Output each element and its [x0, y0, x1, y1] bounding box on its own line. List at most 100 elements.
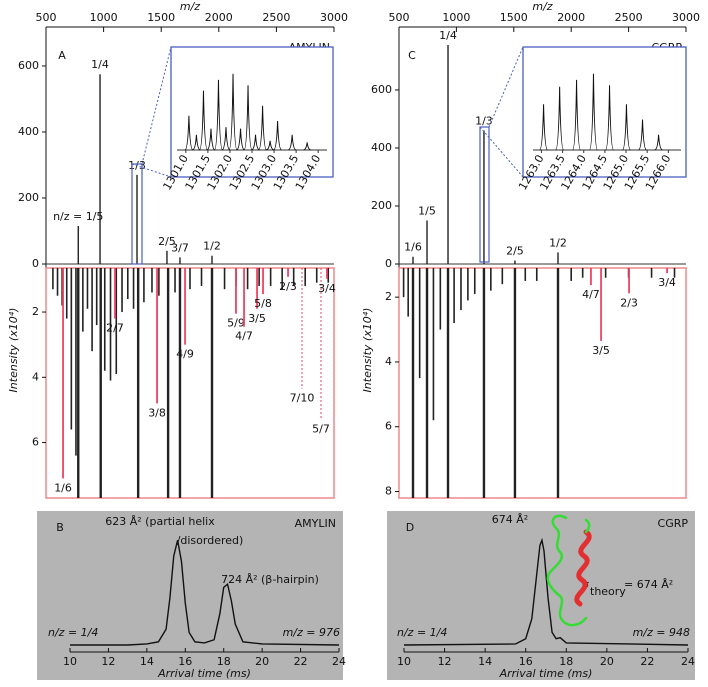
red-label: 3/4	[318, 282, 336, 295]
y-tick-label: 200	[18, 191, 39, 204]
mass-label: m/z = 976	[283, 626, 340, 639]
y-axis-title: Intensity (x10⁴)	[361, 308, 374, 393]
isotope-peak	[258, 105, 268, 151]
peak-label: 2/5	[506, 245, 524, 258]
lower-frame	[398, 267, 687, 499]
ccs-annotation: /disordered)	[177, 534, 244, 547]
arrival-time-trace	[403, 537, 689, 646]
mass-label: m/z = 948	[633, 626, 690, 639]
isotope-peak	[287, 134, 297, 151]
red-label: 5/7	[312, 423, 330, 436]
sigma-subscript: theory	[590, 585, 626, 598]
x-axis-title: Arrival time (ms)	[157, 667, 251, 680]
x-tick-label: 1500	[500, 11, 528, 24]
lower-y-tick-label: 2	[385, 290, 392, 303]
isotope-peak	[605, 85, 615, 151]
x-tick-label: 2000	[205, 11, 233, 24]
peak-label: n/z = 1/5	[53, 210, 103, 223]
red-label: 4/7	[235, 330, 253, 343]
x-tick-label: 2500	[262, 11, 290, 24]
x-tick-label: 1000	[90, 11, 118, 24]
inset-frame	[170, 46, 334, 178]
ccs-annotation: 724 Å² (β-hairpin)	[221, 573, 319, 586]
red-label: 4/9	[176, 348, 194, 361]
panel-letter: A	[58, 49, 66, 62]
y-tick-label: 400	[371, 141, 392, 154]
red-label: 1/6	[54, 481, 72, 494]
red-label: 5/9	[227, 317, 245, 330]
protein-ribbon	[546, 514, 592, 627]
zoom-connector	[141, 46, 172, 165]
peak-label: 1/3	[475, 115, 493, 128]
isotope-peak	[621, 104, 631, 151]
peak-label: 1/4	[91, 58, 109, 71]
peak-label: 1/6	[404, 241, 422, 254]
x-tick-label: 500	[36, 11, 57, 24]
lower-y-tick-label: 4	[385, 355, 392, 368]
lower-y-tick-label: 6	[32, 436, 39, 449]
isotope-peak	[236, 128, 245, 151]
x-tick-label: 16	[519, 655, 533, 668]
isotope-peak	[654, 134, 663, 151]
isotope-peak	[251, 134, 260, 151]
x-tick-label: 22	[640, 655, 654, 668]
x-tick-label: 2500	[615, 11, 643, 24]
inset-frame	[522, 46, 687, 178]
isotope-peak	[303, 142, 312, 151]
y-tick-label: 0	[32, 257, 39, 270]
x-tick-label: 14	[140, 655, 154, 668]
isotope-peak	[198, 90, 208, 151]
panel-letter: D	[406, 521, 414, 534]
x-tick-label: 1000	[442, 11, 470, 24]
panel-letter: B	[56, 521, 64, 534]
zoom-box	[131, 163, 143, 265]
lower-y-tick-label: 6	[385, 420, 392, 433]
y-tick-label: 200	[371, 199, 392, 212]
red-label: 3/8	[148, 406, 166, 419]
x-tick-label: 12	[101, 655, 115, 668]
red-label: 3/4	[658, 276, 676, 289]
peak-label: 1/2	[203, 240, 221, 253]
charge-label: n/z = 1/4	[48, 626, 98, 639]
red-label: 3/5	[248, 312, 266, 325]
sigma-value: = 674 Å²	[624, 578, 673, 591]
isotope-peak	[555, 86, 565, 151]
isotope-peak	[572, 79, 582, 151]
lower-y-tick-label: 4	[32, 370, 39, 383]
isotope-peak	[228, 73, 238, 151]
red-label: 3/5	[592, 344, 610, 357]
isotope-peak	[213, 79, 223, 151]
x-tick-label: 10	[397, 655, 411, 668]
x-tick-label: 3000	[672, 11, 700, 24]
x-tick-label: 24	[332, 655, 346, 668]
red-label: 2/7	[106, 322, 124, 335]
y-axis-title: Intensity (x10⁴)	[7, 308, 20, 393]
x-tick-label: 22	[294, 655, 308, 668]
x-tick-label: 24	[681, 655, 695, 668]
peak-label: 1/4	[439, 29, 457, 42]
isotope-peak	[539, 104, 549, 151]
peak-label: 3/7	[171, 241, 189, 254]
x-axis-title: m/z	[180, 0, 200, 13]
isotope-peak	[265, 140, 275, 151]
zoom-connector	[131, 163, 172, 178]
ccs-annotation: 674 Å²	[492, 513, 528, 526]
isotope-peak	[192, 134, 201, 151]
x-tick-label: 2000	[557, 11, 585, 24]
x-axis-title: m/z	[532, 0, 552, 13]
red-label: 7/10	[290, 392, 315, 405]
x-axis-title: Arrival time (ms)	[499, 667, 593, 680]
x-tick-label: 20	[600, 655, 614, 668]
isotope-peak	[221, 127, 231, 151]
protein-name: AMYLIN	[295, 517, 336, 530]
ccs-annotation: 623 Å² (partial helix	[105, 515, 215, 528]
panel-letter: C	[408, 49, 416, 62]
y-tick-label: 0	[385, 257, 392, 270]
red-label: 4/7	[582, 288, 600, 301]
coil	[546, 514, 588, 627]
x-tick-label: 18	[217, 655, 231, 668]
x-tick-label: 16	[178, 655, 192, 668]
x-tick-label: 10	[63, 655, 77, 668]
x-tick-label: 14	[478, 655, 492, 668]
